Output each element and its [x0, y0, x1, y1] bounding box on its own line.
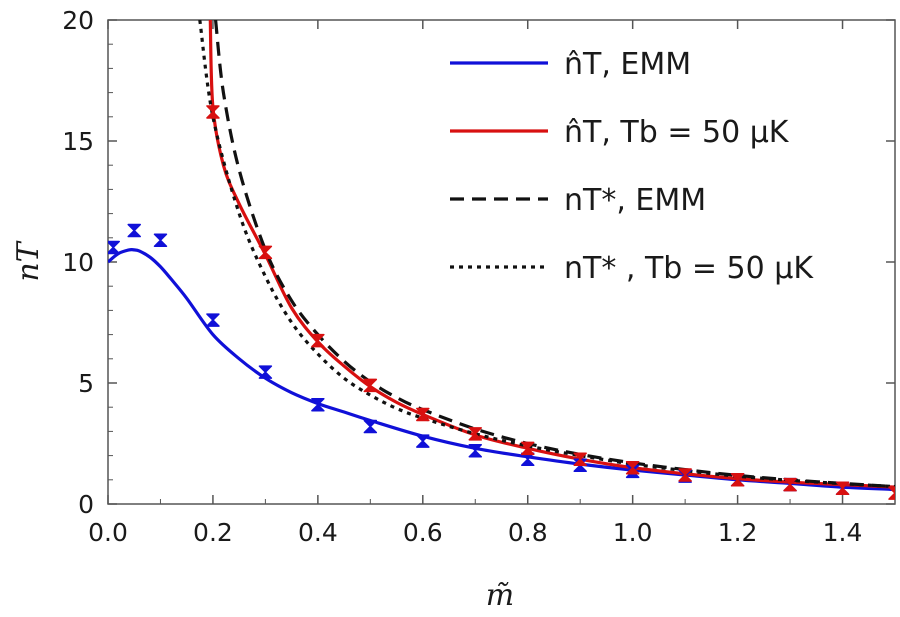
- data-point: [416, 434, 430, 448]
- data-point: [520, 441, 535, 456]
- legend-entry: nT* , Tb = 50 μK: [450, 251, 814, 286]
- data-point: [311, 333, 325, 348]
- series-line: [208, 20, 895, 489]
- x-tick-label: 1.2: [718, 518, 758, 547]
- x-axis-label: m̃: [486, 578, 514, 613]
- y-axis-label: nT: [11, 240, 46, 281]
- axis-ticks: [107, 19, 896, 505]
- x-tick-label: 0.4: [298, 518, 338, 547]
- y-tick-label: 20: [62, 6, 94, 35]
- y-tick-label: 5: [78, 369, 94, 398]
- x-tick-label: 0.2: [193, 518, 233, 547]
- data-point: [311, 398, 325, 412]
- x-tick-label: 1.4: [823, 518, 863, 547]
- legend-entry: n̂T, Tb = 50 μK: [450, 115, 790, 150]
- legend-label: nT* , Tb = 50 μK: [564, 251, 814, 286]
- data-point: [153, 233, 168, 247]
- legend: n̂T, EMM n̂T, Tb = 50 μK nT*, EMM nT* , Tb …: [450, 47, 814, 286]
- y-tick-label: 10: [62, 248, 94, 277]
- data-point: [206, 313, 220, 327]
- data-point: [888, 486, 895, 500]
- tick-labels: 0.0 0.2 0.4 0.6 0.8 1.0 1.2 1.4 0 5 10 15 20: [62, 6, 862, 547]
- legend-label: n̂T, Tb = 50 μK: [564, 115, 790, 150]
- data-markers: [108, 105, 895, 500]
- x-tick-label: 0.8: [508, 518, 548, 547]
- data-point: [206, 105, 220, 119]
- data-point: [730, 473, 745, 487]
- data-point: [258, 245, 273, 260]
- y-tick-label: 15: [62, 127, 94, 156]
- x-tick-label: 0.0: [88, 518, 128, 547]
- data-point: [678, 468, 692, 482]
- data-point: [573, 452, 587, 466]
- legend-label: nT*, EMM: [564, 183, 706, 218]
- data-point: [363, 378, 378, 393]
- data-point: [108, 240, 120, 255]
- data-point: [835, 481, 850, 496]
- data-point: [468, 427, 483, 441]
- data-point: [416, 407, 430, 422]
- legend-entry: n̂T, EMM: [450, 47, 691, 82]
- x-tick-label: 0.6: [403, 518, 443, 547]
- legend-label: n̂T, EMM: [564, 47, 691, 82]
- data-point: [625, 460, 640, 475]
- data-point: [363, 419, 378, 434]
- y-tick-label: 0: [78, 490, 94, 519]
- data-point: [783, 477, 797, 492]
- data-point: [258, 365, 273, 379]
- data-point: [127, 223, 141, 238]
- legend-entry: nT*, EMM: [450, 183, 706, 218]
- x-tick-label: 1.0: [613, 518, 653, 547]
- data-point: [468, 444, 483, 458]
